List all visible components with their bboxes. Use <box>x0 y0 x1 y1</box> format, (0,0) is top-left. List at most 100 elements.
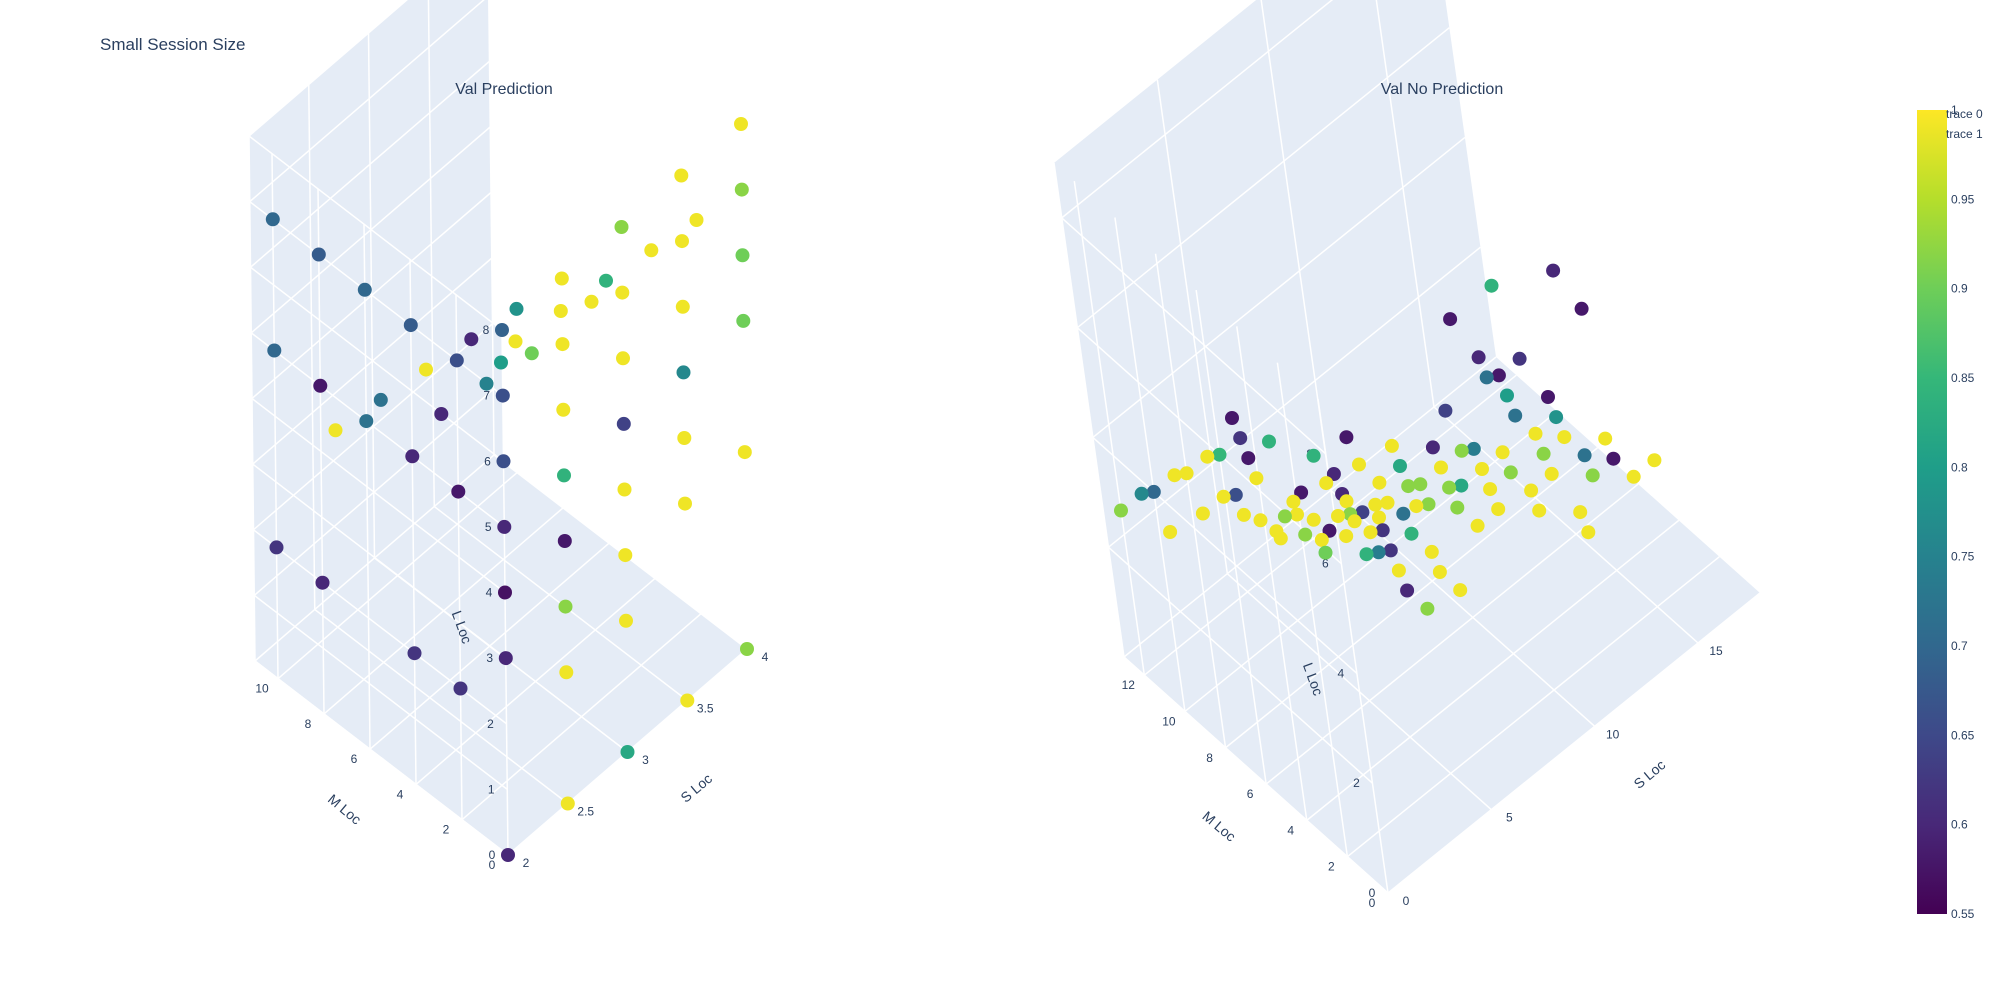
data-point[interactable] <box>1401 479 1416 494</box>
data-point[interactable] <box>1434 460 1448 475</box>
data-point[interactable] <box>501 848 515 862</box>
data-point[interactable] <box>1647 453 1662 468</box>
data-point[interactable] <box>1536 446 1551 461</box>
data-point[interactable] <box>614 220 629 234</box>
data-point[interactable] <box>1318 545 1333 560</box>
data-point[interactable] <box>734 182 749 197</box>
data-point[interactable] <box>1359 547 1374 562</box>
data-point[interactable] <box>1200 449 1215 464</box>
data-point[interactable] <box>734 117 748 131</box>
data-point[interactable] <box>464 332 479 347</box>
data-point[interactable] <box>1277 509 1292 524</box>
data-point[interactable] <box>265 212 280 227</box>
data-point[interactable] <box>1352 457 1366 472</box>
data-point[interactable] <box>557 534 572 548</box>
data-point[interactable] <box>617 482 632 497</box>
data-point[interactable] <box>1508 408 1523 423</box>
data-point[interactable] <box>1450 500 1465 515</box>
data-point[interactable] <box>1241 451 1256 466</box>
data-point[interactable] <box>618 548 633 563</box>
data-point[interactable] <box>1262 434 1276 449</box>
data-point[interactable] <box>1479 370 1494 385</box>
data-point[interactable] <box>1421 497 1436 512</box>
data-point[interactable] <box>1420 601 1435 616</box>
data-point[interactable] <box>1475 462 1489 476</box>
data-point[interactable] <box>674 168 689 183</box>
data-point[interactable] <box>1212 447 1227 462</box>
data-point[interactable] <box>451 484 466 499</box>
data-point[interactable] <box>407 646 422 661</box>
data-point[interactable] <box>559 665 574 680</box>
data-point[interactable] <box>1363 525 1378 540</box>
data-point[interactable] <box>419 362 433 377</box>
data-point[interactable] <box>1577 448 1592 463</box>
data-point[interactable] <box>1483 482 1498 497</box>
data-point[interactable] <box>1314 532 1329 547</box>
data-point[interactable] <box>1391 563 1406 578</box>
data-point[interactable] <box>1404 526 1419 541</box>
data-point[interactable] <box>619 613 633 628</box>
data-point[interactable] <box>495 323 509 337</box>
data-point[interactable] <box>1163 525 1178 539</box>
data-point[interactable] <box>498 651 513 666</box>
data-point[interactable] <box>1114 503 1128 518</box>
data-point[interactable] <box>1574 301 1589 316</box>
data-point[interactable] <box>1573 505 1588 520</box>
data-point[interactable] <box>1585 468 1600 483</box>
data-point[interactable] <box>1470 518 1485 533</box>
data-point[interactable] <box>313 378 328 393</box>
data-point[interactable] <box>1294 485 1309 500</box>
data-point[interactable] <box>1306 512 1321 527</box>
data-point[interactable] <box>675 234 689 249</box>
data-point[interactable] <box>373 392 388 407</box>
data-point[interactable] <box>1400 583 1415 598</box>
data-point[interactable] <box>1528 426 1543 441</box>
data-point[interactable] <box>1286 494 1301 509</box>
data-point[interactable] <box>1471 350 1486 365</box>
data-point[interactable] <box>1432 565 1447 579</box>
data-point[interactable] <box>1491 368 1506 383</box>
data-point[interactable] <box>1375 523 1390 538</box>
data-point[interactable] <box>736 313 751 328</box>
data-point[interactable] <box>599 273 613 288</box>
data-point[interactable] <box>1495 445 1510 460</box>
data-point[interactable] <box>1326 467 1341 481</box>
data-point[interactable] <box>1549 410 1564 425</box>
data-point[interactable] <box>1454 478 1469 493</box>
data-point[interactable] <box>1500 388 1514 403</box>
data-point[interactable] <box>479 376 494 391</box>
data-point[interactable] <box>359 414 374 429</box>
data-point[interactable] <box>1225 411 1239 425</box>
data-point[interactable] <box>1347 514 1362 529</box>
data-point[interactable] <box>1453 583 1468 598</box>
data-point[interactable] <box>508 334 523 349</box>
data-point[interactable] <box>1290 507 1304 522</box>
data-point[interactable] <box>1249 471 1264 486</box>
data-point[interactable] <box>584 294 599 309</box>
data-point[interactable] <box>524 346 539 361</box>
data-point[interactable] <box>405 449 420 464</box>
data-point[interactable] <box>740 642 754 656</box>
data-point[interactable] <box>1306 448 1321 463</box>
data-point[interactable] <box>677 431 692 445</box>
data-point[interactable] <box>1532 503 1547 518</box>
data-point[interactable] <box>615 285 630 300</box>
data-point[interactable] <box>1466 441 1481 456</box>
data-point[interactable] <box>315 575 330 590</box>
data-point[interactable] <box>495 388 510 403</box>
data-point[interactable] <box>509 301 524 316</box>
data-point[interactable] <box>555 337 570 352</box>
data-point[interactable] <box>1372 475 1387 490</box>
data-point[interactable] <box>554 271 569 286</box>
data-point[interactable] <box>1134 486 1149 501</box>
data-point[interactable] <box>1512 351 1527 366</box>
data-point[interactable] <box>675 299 690 314</box>
data-point[interactable] <box>1409 499 1424 514</box>
data-point[interactable] <box>689 213 704 227</box>
data-point[interactable] <box>269 540 284 555</box>
data-point[interactable] <box>357 282 372 297</box>
data-point[interactable] <box>1179 466 1194 481</box>
legend-item-trace-1[interactable]: trace 1 <box>1946 127 1983 141</box>
legend-item-trace-0[interactable]: trace 0 <box>1946 107 1983 121</box>
